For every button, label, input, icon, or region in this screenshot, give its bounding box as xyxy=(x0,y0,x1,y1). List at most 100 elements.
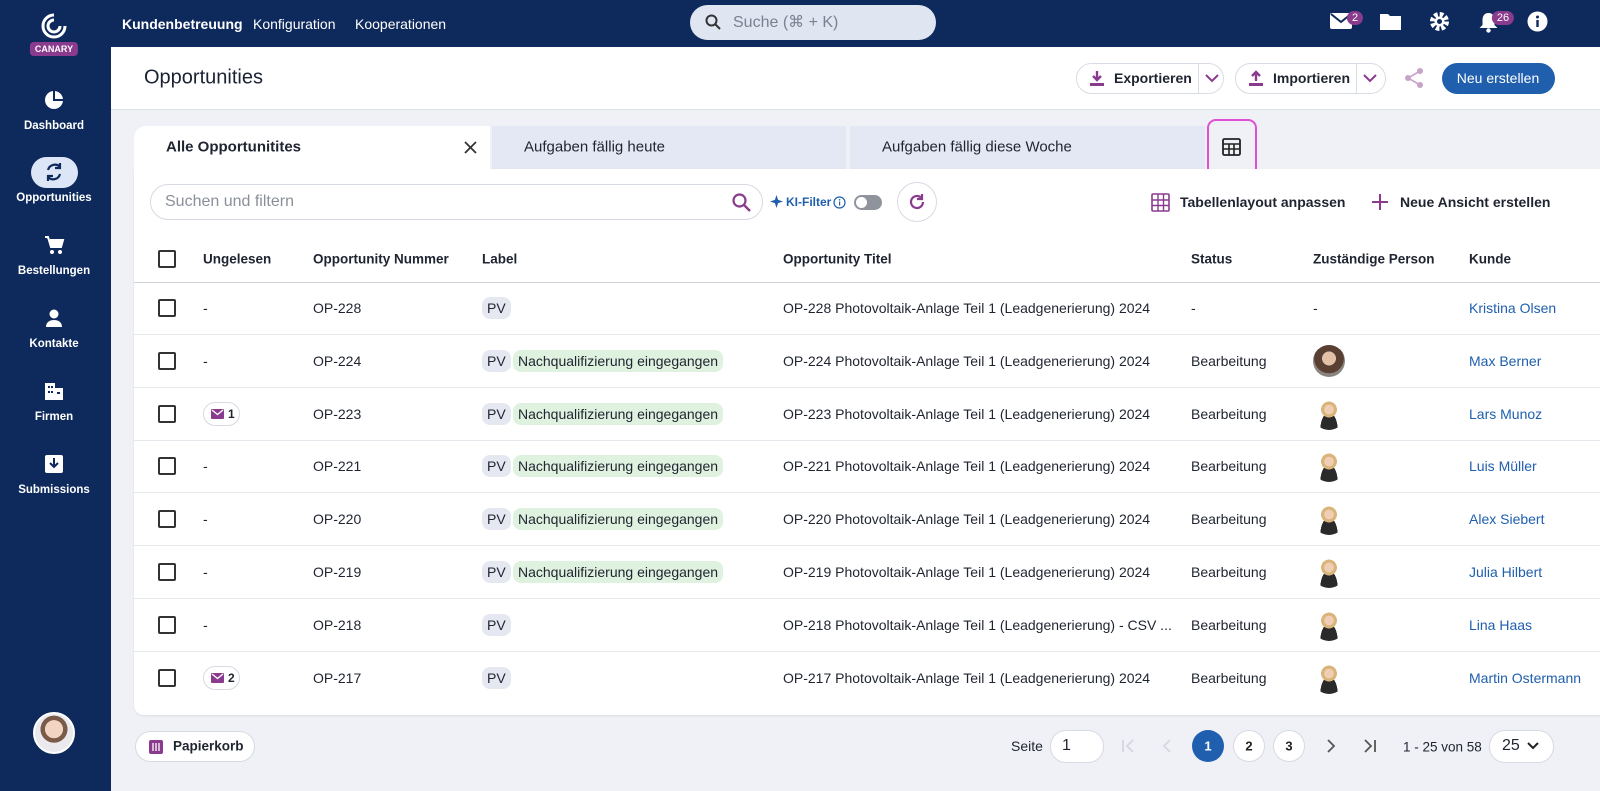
row-checkbox[interactable] xyxy=(158,457,176,476)
nav-icon[interactable] xyxy=(44,381,64,401)
opportunity-title[interactable]: OP-224 Photovoltaik-Anlage Teil 1 (Leadg… xyxy=(783,352,1151,369)
dropdown-chevron[interactable] xyxy=(1205,74,1219,83)
page-button[interactable] xyxy=(1273,730,1305,762)
view-tab-label[interactable]: Aufgaben fällig diese Woche xyxy=(882,138,1072,156)
column-header[interactable]: Label xyxy=(482,251,518,267)
person-avatar[interactable] xyxy=(1313,556,1345,588)
table-row[interactable] xyxy=(134,546,1600,599)
opportunity-title[interactable]: OP-223 Photovoltaik-Anlage Teil 1 (Leadg… xyxy=(783,405,1151,422)
button-label[interactable]: Exportieren xyxy=(1114,70,1192,86)
row-checkbox[interactable] xyxy=(158,299,176,317)
customer-link[interactable]: Lina Haas xyxy=(1469,616,1533,633)
nav-label[interactable]: Opportunities xyxy=(16,192,92,204)
table-view-button[interactable] xyxy=(1207,119,1257,177)
pager-arrow[interactable] xyxy=(1161,739,1175,753)
person-avatar[interactable] xyxy=(1313,608,1345,641)
opportunity-title[interactable]: OP-219 Photovoltaik-Anlage Teil 1 (Leadg… xyxy=(783,564,1151,580)
info-icon[interactable] xyxy=(1527,11,1548,32)
split-button[interactable] xyxy=(1235,63,1386,94)
column-header[interactable]: Ungelesen xyxy=(203,251,272,267)
table-search-icon[interactable] xyxy=(732,193,751,212)
column-header[interactable]: Zuständige Person xyxy=(1313,251,1435,267)
person-avatar[interactable] xyxy=(1313,503,1345,536)
person-avatar[interactable] xyxy=(1313,450,1345,483)
customer-link[interactable]: Luis Müller xyxy=(1469,458,1537,475)
view-tab-label[interactable]: Alle Opportunitites xyxy=(166,138,301,156)
row-checkbox[interactable] xyxy=(158,404,176,423)
opportunity-title[interactable]: OP-217 Photovoltaik-Anlage Teil 1 (Leadg… xyxy=(783,669,1151,686)
pager-arrow[interactable] xyxy=(1121,739,1135,753)
trash-label[interactable]: Papierkorb xyxy=(173,738,244,754)
nav-label[interactable]: Dashboard xyxy=(23,120,85,132)
view-tab[interactable] xyxy=(492,126,846,169)
column-header[interactable]: Opportunity Titel xyxy=(783,251,892,267)
plus-icon[interactable] xyxy=(1372,194,1388,210)
table-row[interactable] xyxy=(134,388,1600,441)
table-row[interactable] xyxy=(134,335,1600,388)
table-row[interactable] xyxy=(134,599,1600,652)
person-avatar[interactable] xyxy=(1313,344,1345,377)
row-checkbox[interactable] xyxy=(158,510,176,529)
settings-icon[interactable] xyxy=(1429,11,1450,32)
customer-link[interactable]: Julia Hilbert xyxy=(1469,564,1543,580)
opportunity-title[interactable]: OP-228 Photovoltaik-Anlage Teil 1 (Leadg… xyxy=(783,300,1151,316)
page-input-value[interactable]: 1 xyxy=(1062,737,1071,754)
person-avatar[interactable] xyxy=(1313,661,1345,694)
nav-icon[interactable] xyxy=(44,90,64,110)
user-avatar[interactable] xyxy=(33,712,75,754)
page-size-select[interactable] xyxy=(1489,730,1554,763)
view-tab-label[interactable]: Aufgaben fällig heute xyxy=(524,138,665,156)
nav-label[interactable]: Submissions xyxy=(18,484,90,496)
opportunity-title[interactable]: OP-218 Photovoltaik-Anlage Teil 1 (Leadg… xyxy=(783,616,1172,633)
page-number[interactable]: 3 xyxy=(1285,738,1293,754)
top-nav-link[interactable]: Kundenbetreuung xyxy=(122,16,243,32)
layout-icon[interactable] xyxy=(1151,193,1170,212)
nav-icon[interactable] xyxy=(44,235,65,255)
close-tab-icon[interactable] xyxy=(464,141,477,154)
refresh-button[interactable] xyxy=(897,182,937,222)
row-checkbox[interactable] xyxy=(158,668,176,687)
pager-arrow[interactable] xyxy=(1363,739,1377,753)
button-label[interactable]: Importieren xyxy=(1273,70,1351,86)
page-button[interactable] xyxy=(1233,730,1265,762)
column-header[interactable]: Kunde xyxy=(1469,251,1511,267)
opportunity-title[interactable]: OP-220 Photovoltaik-Anlage Teil 1 (Leadg… xyxy=(783,511,1151,528)
page-number[interactable]: 2 xyxy=(1245,738,1253,754)
new-view-label[interactable]: Neue Ansicht erstellen xyxy=(1400,194,1551,210)
share-icon[interactable] xyxy=(1404,68,1424,88)
top-nav-link[interactable]: Konfiguration xyxy=(253,16,336,32)
customer-link[interactable]: Martin Ostermann xyxy=(1469,669,1582,686)
customer-link[interactable]: Kristina Olsen xyxy=(1469,300,1557,316)
view-tab[interactable] xyxy=(134,126,490,169)
row-checkbox[interactable] xyxy=(158,351,176,370)
nav-icon[interactable] xyxy=(44,454,64,474)
page-size-value[interactable]: 25 xyxy=(1502,737,1520,754)
opportunity-title[interactable]: OP-221 Photovoltaik-Anlage Teil 1 (Leadg… xyxy=(783,458,1151,475)
nav-icon[interactable] xyxy=(44,308,64,328)
table-search[interactable] xyxy=(150,184,763,220)
row-checkbox[interactable] xyxy=(158,250,176,268)
row-checkbox[interactable] xyxy=(158,563,176,581)
column-header[interactable]: Status xyxy=(1191,251,1233,267)
column-header[interactable]: Opportunity Nummer xyxy=(313,251,449,267)
table-row[interactable] xyxy=(134,282,1600,335)
nav-label[interactable]: Bestellungen xyxy=(17,265,91,277)
pager-arrow[interactable] xyxy=(1323,739,1337,753)
layout-button-label[interactable]: Tabellenlayout anpassen xyxy=(1180,194,1346,210)
row-checkbox[interactable] xyxy=(158,615,176,634)
nav-label[interactable]: Kontakte xyxy=(29,338,79,350)
global-search[interactable] xyxy=(690,5,936,40)
view-tab[interactable] xyxy=(850,126,1205,169)
person-avatar[interactable] xyxy=(1313,397,1345,430)
page-number[interactable]: 1 xyxy=(1204,738,1212,754)
nav-label[interactable]: Firmen xyxy=(34,411,74,423)
create-button-label[interactable]: Neu erstellen xyxy=(1456,70,1540,86)
create-button[interactable] xyxy=(1442,63,1555,94)
split-button[interactable] xyxy=(1076,63,1224,94)
top-nav-link[interactable]: Kooperationen xyxy=(355,16,447,32)
page-button[interactable] xyxy=(1192,730,1224,762)
table-row[interactable] xyxy=(134,440,1600,494)
folder-icon[interactable] xyxy=(1380,12,1401,30)
customer-link[interactable]: Alex Siebert xyxy=(1469,511,1545,528)
page-input[interactable] xyxy=(1050,730,1104,763)
